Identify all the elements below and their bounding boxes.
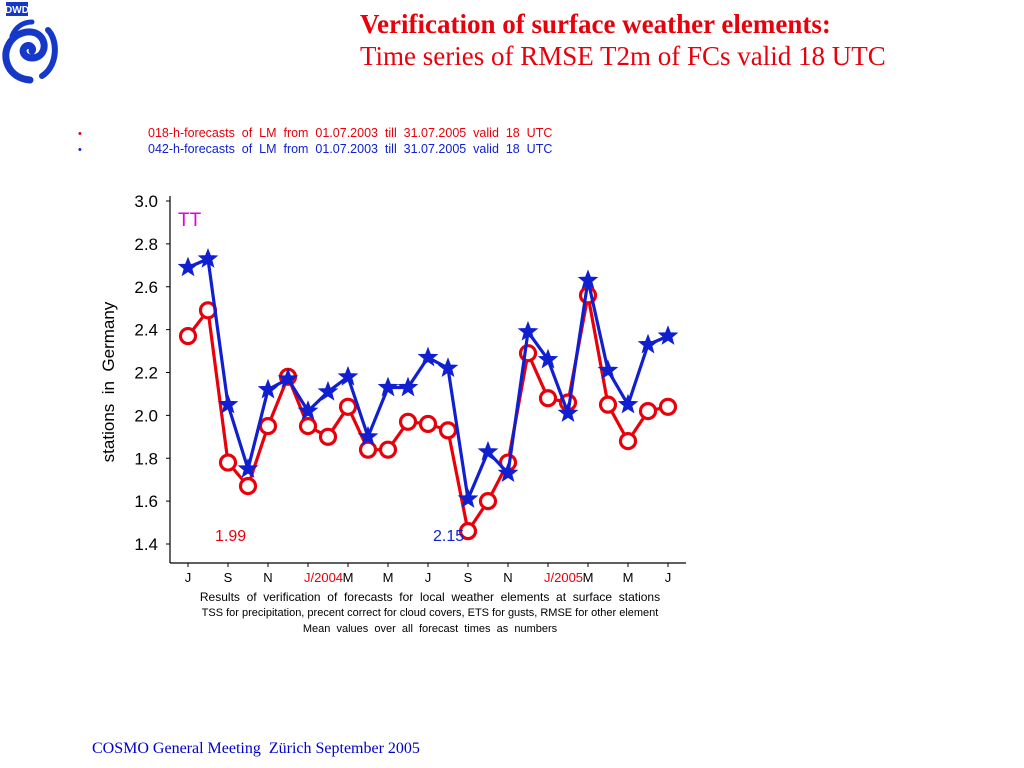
data-point-star — [437, 357, 459, 378]
y-tick-label: 2.2 — [134, 364, 158, 383]
legend-marker: • — [78, 128, 82, 140]
data-point-star — [237, 458, 259, 478]
data-point-star — [417, 346, 439, 367]
data-point-star — [337, 365, 359, 386]
x-tick-label: N — [263, 570, 272, 585]
x-tick-label: S — [224, 570, 233, 585]
chart-caption-line: Results of verification of forecasts for… — [200, 590, 660, 604]
x-tick-label: J/2005 — [544, 570, 583, 585]
data-point-circle — [318, 427, 338, 446]
slide-title: Verification of surface weather elements… — [360, 8, 886, 72]
data-point-circle — [258, 416, 278, 436]
data-point-star — [317, 380, 339, 401]
data-point-star — [297, 400, 319, 420]
data-point-circle — [218, 453, 238, 472]
series-line — [186, 293, 669, 533]
y-tick-label: 2.4 — [134, 321, 158, 340]
x-tick-label: J — [425, 570, 432, 585]
data-point-star — [177, 256, 199, 277]
y-axis-label: stations in Germany — [99, 301, 118, 462]
legend-entry: 018-h-forecasts of LM from 01.07.2003 ti… — [148, 126, 552, 140]
data-point-circle — [358, 440, 378, 459]
data-point-circle — [478, 492, 498, 511]
x-tick-label: J/2004 — [304, 570, 343, 585]
data-point-circle — [658, 397, 678, 416]
data-point-star — [617, 393, 639, 414]
footer-text: COSMO General Meeting Zürich September 2… — [92, 740, 420, 757]
data-point-circle — [618, 432, 638, 451]
x-tick-label: N — [503, 570, 512, 585]
title-line-2: Time series of RMSE T2m of FCs valid 18 … — [360, 41, 886, 71]
data-point-circle — [378, 440, 398, 459]
data-point-circle — [538, 389, 558, 408]
data-point-circle — [418, 414, 438, 434]
x-tick-label: S — [464, 570, 473, 585]
data-point-star — [377, 376, 399, 397]
svg-text:DWD: DWD — [5, 5, 29, 16]
data-point-circle — [598, 395, 618, 414]
x-tick-label: J — [185, 570, 192, 585]
data-point-star — [657, 325, 679, 345]
data-point-star — [537, 348, 559, 369]
mean-label-018h: 1.99 — [215, 528, 246, 545]
data-point-star — [477, 440, 499, 461]
data-point-star — [597, 359, 619, 380]
data-point-circle — [458, 522, 478, 541]
data-point-star — [637, 333, 659, 354]
y-tick-label: 1.4 — [134, 535, 158, 554]
data-point-star — [257, 378, 279, 399]
data-point-star — [577, 269, 599, 290]
data-point-star — [397, 376, 419, 397]
data-point-star — [557, 402, 579, 423]
chart-caption-line: TSS for precipitation, precent correct f… — [202, 607, 659, 619]
data-point-star — [277, 367, 299, 388]
x-tick-label: M — [383, 570, 394, 585]
data-point-circle — [238, 477, 258, 496]
y-tick-label: 2.6 — [134, 278, 158, 297]
title-line-1: Verification of surface weather elements… — [360, 9, 831, 39]
y-tick-label: 2.0 — [134, 406, 158, 425]
mean-label-042h: 2.15 — [433, 528, 464, 545]
dwd-logo: DWD — [2, 2, 58, 84]
data-point-star — [457, 488, 479, 508]
data-point-star — [497, 462, 519, 483]
x-tick-label: M — [623, 570, 634, 585]
data-point-circle — [638, 401, 658, 421]
data-point-star — [217, 393, 239, 414]
data-point-star — [357, 425, 379, 446]
data-point-circle — [178, 326, 198, 346]
data-point-circle — [438, 421, 458, 440]
panel-label: TT — [178, 210, 202, 231]
y-tick-label: 3.0 — [134, 192, 158, 211]
x-tick-label: J — [665, 570, 672, 585]
data-point-circle — [298, 416, 318, 436]
y-tick-label: 1.6 — [134, 492, 158, 511]
data-point-star — [197, 248, 219, 268]
y-tick-label: 1.8 — [134, 449, 158, 468]
data-point-star — [517, 320, 539, 341]
legend-entry: 042-h-forecasts of LM from 01.07.2003 ti… — [148, 142, 552, 156]
y-tick-label: 2.8 — [134, 235, 158, 254]
data-point-circle — [398, 412, 418, 431]
legend-marker: • — [78, 144, 82, 156]
x-tick-label: M — [343, 570, 354, 585]
chart-caption-line: Mean values over all forecast times as n… — [303, 623, 558, 635]
data-point-circle — [338, 397, 358, 416]
x-tick-label: M — [583, 570, 594, 585]
